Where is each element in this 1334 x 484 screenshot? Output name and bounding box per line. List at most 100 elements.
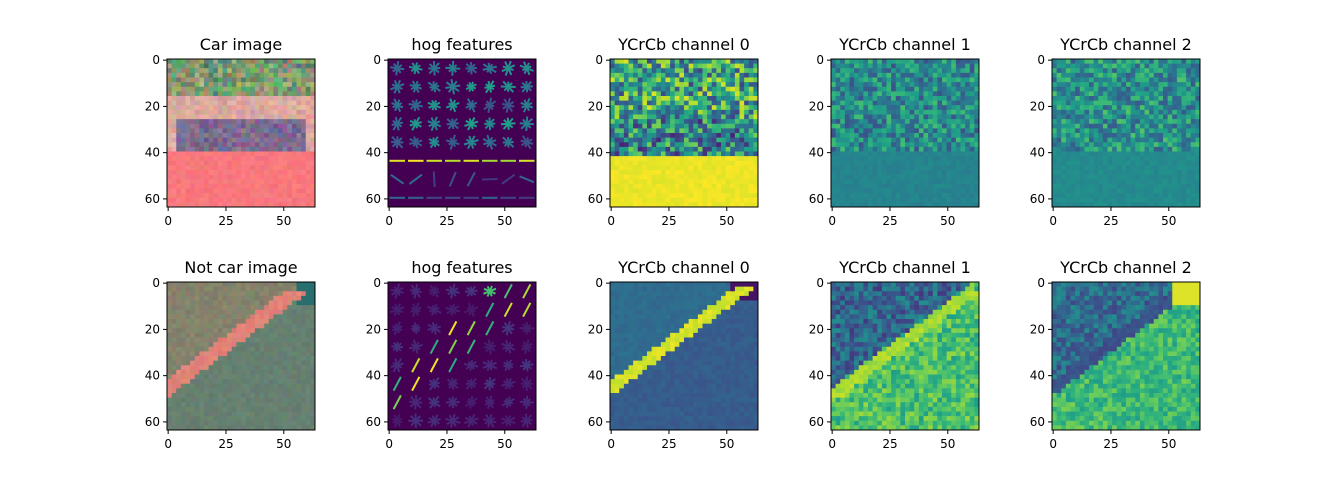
axes-frame (387, 281, 537, 431)
y-tick-label: 0 (152, 53, 160, 67)
x-tick-label: 50 (497, 437, 512, 451)
subplot-r1-c1: Car image 0 25 50 0 20 40 60 (145, 35, 316, 228)
axes-frame (1051, 281, 1201, 431)
x-tick-label: 25 (439, 437, 454, 451)
x-tick-label: 0 (385, 214, 393, 228)
subplot-r2-c5: YCrCb channel 2 0 25 50 0 20 40 60 (1030, 258, 1201, 451)
axes-frame (166, 58, 316, 208)
y-tick-label: 60 (809, 192, 824, 206)
subplot-title: Car image (200, 35, 282, 54)
y-tick-label: 20 (145, 99, 160, 113)
heatmap-image (610, 282, 759, 431)
y-tick-label: 20 (366, 99, 381, 113)
heatmap-image (388, 282, 536, 430)
y-tick-label: 20 (1030, 99, 1045, 113)
x-tick-label: 50 (940, 437, 955, 451)
y-tick-label: 20 (809, 322, 824, 336)
x-tick-label: 50 (276, 214, 291, 228)
axes-frame (1051, 58, 1201, 208)
y-tick-label: 40 (366, 146, 381, 160)
x-tick-label: 50 (1161, 214, 1176, 228)
y-tick-label: 0 (373, 53, 381, 67)
y-tick-label: 60 (1030, 192, 1045, 206)
y-tick-label: 0 (1037, 53, 1045, 67)
y-tick-label: 60 (588, 192, 603, 206)
y-tick-label: 40 (809, 146, 824, 160)
heatmap-image (610, 59, 759, 208)
axes-frame (830, 58, 980, 208)
axes-frame (609, 58, 759, 208)
subplot-title: hog features (411, 35, 512, 54)
y-tick-label: 0 (595, 53, 603, 67)
y-tick-label: 40 (145, 146, 160, 160)
y-tick-label: 60 (1030, 415, 1045, 429)
axes-frame (387, 58, 537, 208)
x-tick-label: 50 (719, 437, 734, 451)
heatmap-image (831, 59, 980, 208)
y-tick-label: 60 (145, 192, 160, 206)
x-tick-label: 0 (607, 214, 615, 228)
x-tick-label: 0 (607, 437, 615, 451)
x-tick-label: 25 (882, 437, 897, 451)
heatmap-image (831, 282, 980, 431)
x-tick-label: 25 (218, 437, 233, 451)
subplot-title: YCrCb channel 0 (617, 258, 750, 277)
subplot-r1-c2: hog features 0 25 50 0 20 40 60 (366, 35, 537, 228)
y-tick-label: 60 (809, 415, 824, 429)
x-tick-label: 50 (719, 214, 734, 228)
x-tick-label: 0 (828, 437, 836, 451)
subplot-title: YCrCb channel 0 (617, 35, 750, 54)
y-tick-label: 20 (366, 322, 381, 336)
axes-frame (609, 281, 759, 431)
y-tick-label: 20 (809, 99, 824, 113)
x-tick-label: 0 (1049, 214, 1057, 228)
y-tick-label: 0 (373, 276, 381, 290)
x-tick-label: 0 (385, 437, 393, 451)
y-tick-label: 40 (1030, 369, 1045, 383)
heatmap-image (1052, 282, 1201, 431)
y-tick-label: 20 (145, 322, 160, 336)
x-tick-label: 25 (439, 214, 454, 228)
subplot-title: Not car image (184, 258, 297, 277)
subplot-r2-c4: YCrCb channel 1 0 25 50 0 20 40 60 (809, 258, 980, 451)
x-tick-label: 25 (218, 214, 233, 228)
subplot-r1-c5: YCrCb channel 2 0 25 50 0 20 40 60 (1030, 35, 1201, 228)
subplot-title: YCrCb channel 2 (1059, 35, 1192, 54)
axes-frame (166, 281, 316, 431)
subplot-title: hog features (411, 258, 512, 277)
x-tick-label: 50 (1161, 437, 1176, 451)
y-tick-label: 20 (588, 322, 603, 336)
x-tick-label: 0 (164, 214, 172, 228)
y-tick-label: 40 (145, 369, 160, 383)
x-tick-label: 25 (661, 214, 676, 228)
x-tick-label: 25 (882, 214, 897, 228)
subplot-title: YCrCb channel 1 (838, 35, 971, 54)
subplot-r1-c3: YCrCb channel 0 0 25 50 0 20 40 60 (588, 35, 759, 228)
x-tick-label: 0 (1049, 437, 1057, 451)
x-tick-label: 25 (1103, 437, 1118, 451)
y-tick-label: 60 (366, 415, 381, 429)
x-tick-label: 50 (276, 437, 291, 451)
x-tick-label: 0 (164, 437, 172, 451)
y-tick-label: 0 (1037, 276, 1045, 290)
y-tick-label: 0 (816, 276, 824, 290)
x-tick-label: 50 (940, 214, 955, 228)
heatmap-image (388, 59, 536, 207)
heatmap-image (167, 282, 316, 431)
y-tick-label: 40 (1030, 146, 1045, 160)
y-tick-label: 60 (145, 415, 160, 429)
subplot-r2-c3: YCrCb channel 0 0 25 50 0 20 40 60 (588, 258, 759, 451)
subplot-r2-c1: Not car image 0 25 50 0 20 40 60 (145, 258, 316, 451)
subplot-r1-c4: YCrCb channel 1 0 25 50 0 20 40 60 (809, 35, 980, 228)
y-tick-label: 60 (588, 415, 603, 429)
y-tick-label: 20 (1030, 322, 1045, 336)
x-tick-label: 50 (497, 214, 512, 228)
y-tick-label: 20 (588, 99, 603, 113)
heatmap-image (1052, 59, 1201, 208)
y-tick-label: 60 (366, 192, 381, 206)
subplot-title: YCrCb channel 1 (838, 258, 971, 277)
y-tick-label: 40 (588, 369, 603, 383)
x-tick-label: 25 (661, 437, 676, 451)
y-tick-label: 40 (588, 146, 603, 160)
